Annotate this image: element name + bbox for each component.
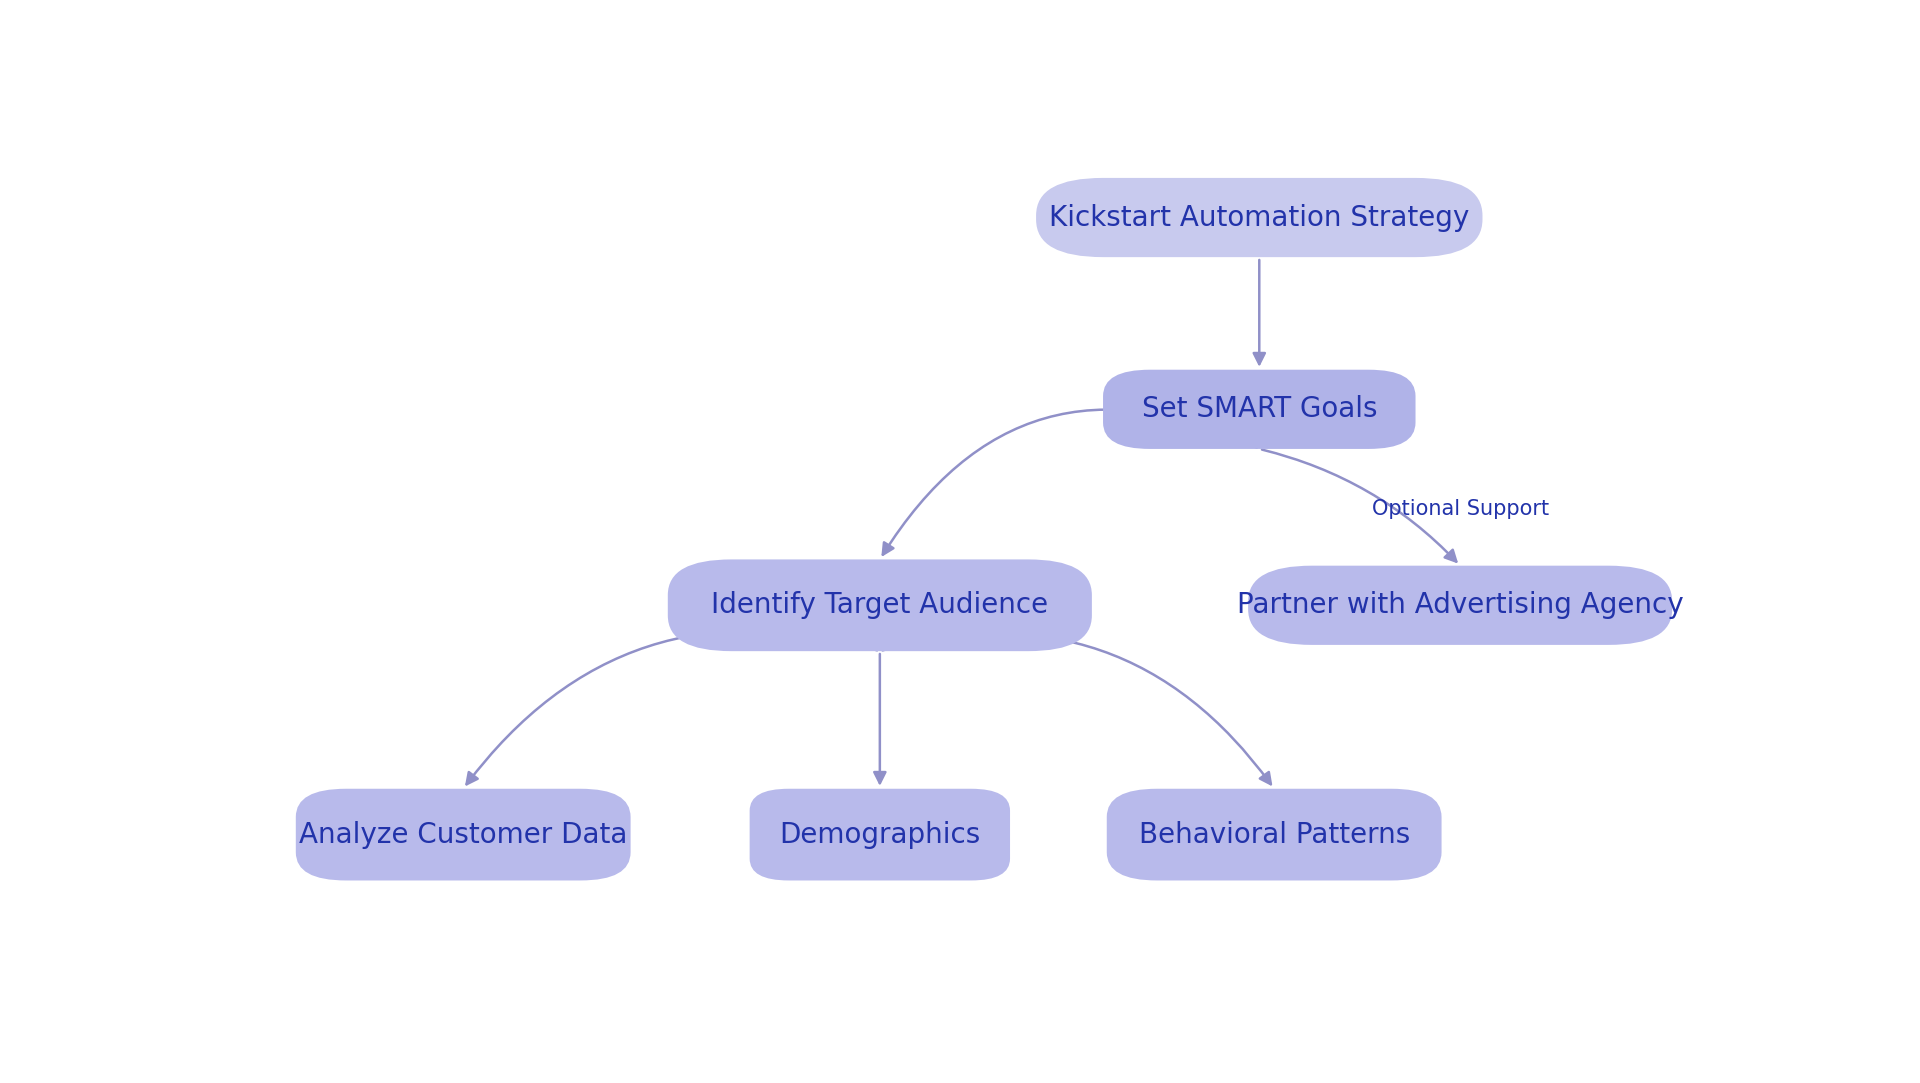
FancyBboxPatch shape [668, 560, 1092, 651]
Text: Analyze Customer Data: Analyze Customer Data [300, 821, 628, 849]
Text: Set SMART Goals: Set SMART Goals [1142, 395, 1377, 423]
FancyBboxPatch shape [1106, 788, 1442, 880]
Text: Behavioral Patterns: Behavioral Patterns [1139, 821, 1409, 849]
Text: Demographics: Demographics [780, 821, 981, 849]
FancyBboxPatch shape [296, 788, 630, 880]
Text: Optional Support: Optional Support [1371, 499, 1549, 520]
Text: Kickstart Automation Strategy: Kickstart Automation Strategy [1048, 204, 1469, 232]
Text: Partner with Advertising Agency: Partner with Advertising Agency [1236, 591, 1684, 619]
Text: Identify Target Audience: Identify Target Audience [710, 591, 1048, 619]
FancyBboxPatch shape [1248, 565, 1672, 644]
FancyBboxPatch shape [1037, 178, 1482, 257]
FancyBboxPatch shape [749, 788, 1010, 880]
FancyBboxPatch shape [1102, 369, 1415, 449]
